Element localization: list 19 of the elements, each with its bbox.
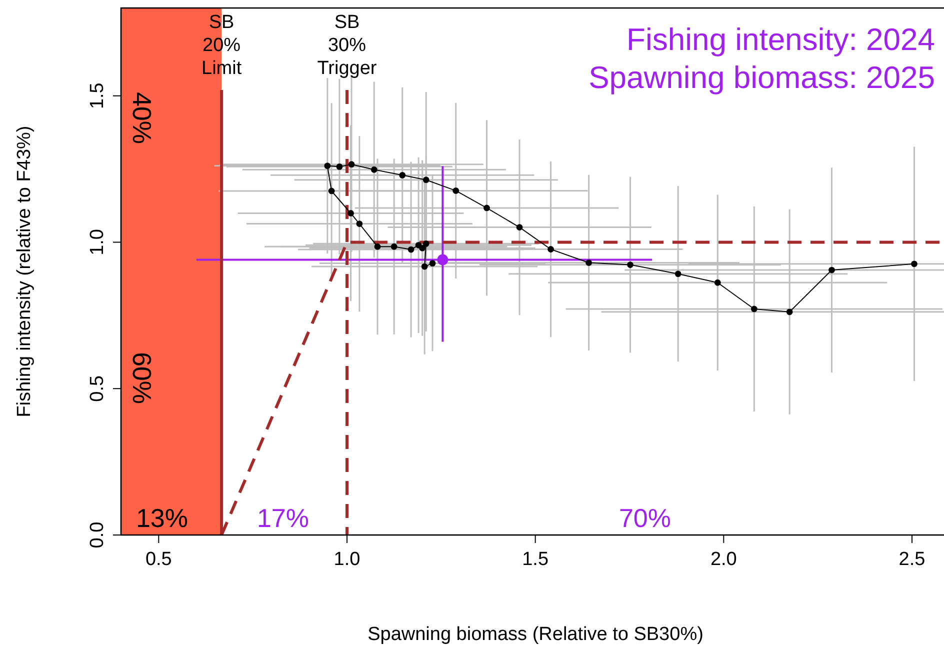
y-axis-title: Fishing intensity (relative to F43%) [14, 126, 35, 418]
annotation: 17% [256, 503, 310, 533]
annotation: 60% [127, 352, 158, 404]
y-tick-label: 1.0 [87, 229, 108, 256]
annotation: 13% [136, 503, 188, 533]
x-tick-label: 2.0 [710, 549, 737, 570]
x-tick-label: 0.5 [145, 549, 172, 570]
ref-line-label: SB 30% Trigger [317, 12, 378, 79]
annotation: 70% [618, 503, 672, 533]
text: Fishing intensity: 2024 [626, 22, 935, 57]
text: Spawning biomass: 2025 [588, 60, 935, 95]
annotation: 40% [127, 92, 158, 144]
x-tick-label: 1.5 [522, 549, 549, 570]
y-tick-label: 1.5 [87, 82, 108, 110]
y-tick-label: 0.5 [87, 375, 108, 402]
x-axis-title: Spawning biomass (Relative to SB30%) [368, 624, 704, 645]
y-tick-label: 0.0 [87, 522, 108, 548]
x-tick-label: 1.0 [334, 549, 360, 570]
x-tick-label: 2.5 [898, 549, 926, 570]
